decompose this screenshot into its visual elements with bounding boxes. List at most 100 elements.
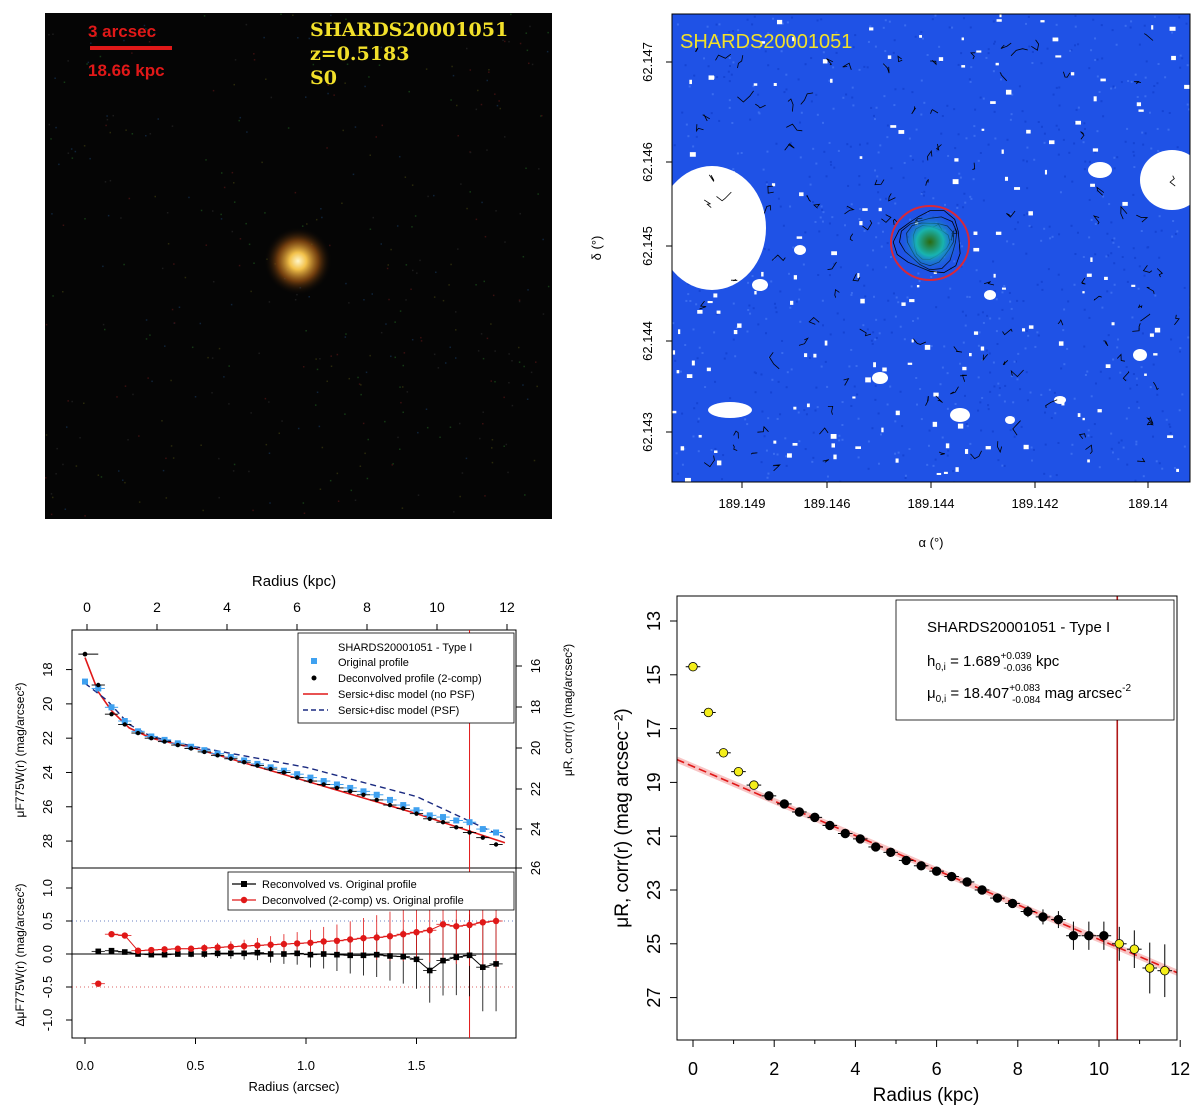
noise-pixel bbox=[494, 380, 496, 383]
map-noise-pixel bbox=[939, 383, 942, 386]
map-noise-pixel bbox=[766, 476, 769, 479]
map-noise-pixel bbox=[1135, 377, 1138, 380]
map-noise-pixel bbox=[777, 380, 780, 383]
noise-pixel bbox=[131, 52, 133, 54]
map-y-tick-label: 62.144 bbox=[640, 321, 655, 361]
disc-point bbox=[749, 780, 759, 790]
map-noise-pixel bbox=[968, 296, 971, 299]
map-noise-pixel bbox=[878, 332, 881, 335]
noise-contour bbox=[1144, 33, 1154, 41]
map-noise-pixel bbox=[944, 203, 947, 206]
masked-pixel bbox=[954, 158, 959, 162]
map-noise-pixel bbox=[909, 155, 912, 158]
disc-y-tick-label: 25 bbox=[644, 934, 664, 954]
noise-pixel bbox=[425, 68, 428, 70]
map-noise-pixel bbox=[920, 418, 923, 421]
noise-pixel bbox=[525, 32, 528, 34]
noise-pixel bbox=[490, 447, 493, 449]
map-noise-pixel bbox=[887, 299, 890, 302]
noise-pixel bbox=[484, 235, 487, 238]
map-noise-pixel bbox=[820, 365, 823, 368]
profile-left-tick-label: 26 bbox=[40, 800, 55, 814]
noise-contour bbox=[1169, 175, 1176, 187]
noise-pixel bbox=[330, 355, 332, 357]
masked-pixel bbox=[702, 195, 706, 200]
map-noise-pixel bbox=[915, 128, 918, 131]
noise-pixel bbox=[348, 302, 350, 304]
disc-point bbox=[1038, 912, 1048, 922]
profile-right-y-title: μR, corr(r) (mag/arcsec²) bbox=[561, 644, 575, 776]
disc-y-tick-label: 13 bbox=[644, 611, 664, 631]
map-noise-pixel bbox=[903, 161, 906, 164]
deconvolved-res-point bbox=[121, 932, 128, 939]
map-noise-pixel bbox=[1076, 231, 1079, 234]
masked-pixel bbox=[1122, 201, 1128, 206]
map-noise-pixel bbox=[1012, 401, 1015, 404]
map-noise-pixel bbox=[1084, 374, 1087, 377]
map-noise-pixel bbox=[863, 229, 866, 232]
noise-pixel bbox=[518, 346, 520, 349]
noise-pixel bbox=[342, 129, 344, 132]
map-noise-pixel bbox=[775, 311, 778, 314]
map-noise-pixel bbox=[798, 440, 801, 443]
mu-unit-exponent: -2 bbox=[1122, 683, 1131, 694]
noise-pixel bbox=[386, 267, 389, 270]
noise-pixel bbox=[104, 328, 106, 331]
profile-legend-title: SHARDS20001051 - Type I bbox=[338, 642, 472, 654]
map-noise-pixel bbox=[1111, 29, 1114, 32]
noise-pixel bbox=[48, 33, 50, 36]
map-noise-pixel bbox=[1006, 138, 1009, 141]
map-noise-pixel bbox=[782, 224, 785, 227]
residual-tick-label: 0.0 bbox=[40, 945, 55, 963]
noise-pixel bbox=[233, 201, 236, 203]
map-noise-pixel bbox=[772, 465, 775, 468]
noise-pixel bbox=[449, 346, 451, 349]
noise-pixel bbox=[337, 500, 340, 502]
deconvolved-point bbox=[374, 797, 379, 803]
deconvolved-point bbox=[135, 730, 141, 736]
masked-pixel bbox=[793, 275, 798, 280]
noise-contour bbox=[784, 143, 795, 151]
noise-pixel bbox=[394, 321, 396, 323]
map-noise-pixel bbox=[1031, 50, 1034, 53]
masked-pixel bbox=[732, 171, 736, 177]
map-noise-pixel bbox=[938, 45, 941, 48]
map-noise-pixel bbox=[1070, 224, 1073, 227]
map-noise-pixel bbox=[902, 87, 905, 90]
deconvolved-point bbox=[294, 775, 300, 780]
noise-pixel bbox=[527, 289, 529, 291]
noise-pixel bbox=[399, 310, 402, 312]
noise-contour bbox=[1137, 304, 1143, 309]
map-noise-pixel bbox=[1010, 113, 1013, 116]
noise-contour bbox=[882, 63, 890, 74]
map-noise-pixel bbox=[1055, 23, 1058, 26]
masked-pixel bbox=[1131, 284, 1136, 287]
masked-pixel bbox=[689, 152, 696, 157]
noise-pixel bbox=[345, 333, 347, 335]
noise-pixel bbox=[380, 331, 383, 334]
residual-legend-reconvolved: Reconvolved vs. Original profile bbox=[262, 879, 417, 891]
noise-pixel bbox=[79, 436, 81, 439]
noise-pixel bbox=[65, 426, 68, 428]
map-noise-pixel bbox=[1071, 180, 1074, 183]
noise-pixel bbox=[366, 477, 369, 480]
noise-pixel bbox=[233, 463, 236, 466]
noise-pixel bbox=[52, 295, 54, 297]
noise-contour bbox=[716, 191, 732, 202]
noise-pixel bbox=[145, 319, 148, 321]
noise-contour bbox=[912, 338, 927, 345]
disc-point bbox=[688, 662, 698, 672]
map-noise-pixel bbox=[874, 45, 877, 48]
noise-pixel bbox=[95, 35, 98, 37]
noise-pixel bbox=[479, 437, 481, 440]
masked-pixel bbox=[1136, 102, 1142, 107]
map-noise-pixel bbox=[1110, 432, 1113, 435]
map-noise-pixel bbox=[953, 260, 956, 263]
map-noise-pixel bbox=[676, 23, 679, 26]
map-noise-pixel bbox=[728, 31, 731, 34]
map-noise-pixel bbox=[836, 234, 839, 237]
masked-pixel bbox=[938, 57, 944, 61]
noise-pixel bbox=[223, 186, 226, 189]
mu-unit: mag arcsec bbox=[1040, 685, 1122, 702]
map-object-label: SHARDS20001051 bbox=[680, 31, 852, 53]
